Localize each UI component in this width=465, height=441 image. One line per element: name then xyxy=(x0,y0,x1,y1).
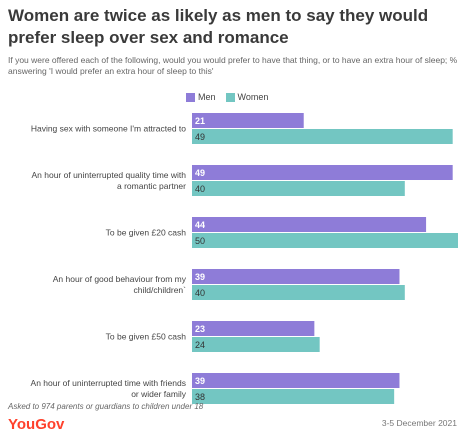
bar-women xyxy=(192,129,453,144)
bar-women xyxy=(192,181,405,196)
legend-label-men: Men xyxy=(198,92,216,102)
legend-item-men: Men xyxy=(186,92,216,102)
yougov-logo: YouGov xyxy=(8,416,65,433)
data-label-women: 24 xyxy=(195,340,205,350)
legend-item-women: Women xyxy=(225,92,269,102)
data-label-women: 50 xyxy=(195,236,205,246)
data-label-men: 23 xyxy=(195,324,205,334)
category-label: An hour of uninterrupted time with frien… xyxy=(31,378,187,399)
data-label-men: 39 xyxy=(195,272,205,282)
bar-women xyxy=(192,337,320,352)
bar-men xyxy=(192,269,400,284)
data-label-women: 40 xyxy=(195,288,205,298)
legend-swatch-women xyxy=(225,92,235,102)
bar-men xyxy=(192,113,304,128)
data-label-men: 44 xyxy=(195,220,205,230)
data-label-women: 40 xyxy=(195,184,205,194)
bar-women xyxy=(192,233,458,248)
chart-title: Women are twice as likely as men to say … xyxy=(8,6,429,47)
legend-label-women: Women xyxy=(237,92,269,102)
bar-men xyxy=(192,321,315,336)
data-label-men: 39 xyxy=(195,376,205,386)
footnote: Asked to 974 parents or guardians to chi… xyxy=(8,402,204,411)
category-label: Having sex with someone I'm attracted to xyxy=(31,124,186,134)
bar-men xyxy=(192,165,453,180)
legend-swatch-men xyxy=(186,92,195,102)
data-label-women: 49 xyxy=(195,132,205,142)
category-label: To be given £20 cash xyxy=(106,228,187,238)
bar-women xyxy=(192,389,395,404)
data-label-men: 21 xyxy=(195,116,205,126)
category-label: An hour of good behaviour from my child/c… xyxy=(53,274,187,295)
data-label-women: 38 xyxy=(195,392,205,402)
bar-men xyxy=(192,373,400,388)
data-label-men: 49 xyxy=(195,168,205,178)
chart-subtitle: If you were offered each of the followin… xyxy=(8,55,458,76)
bar-women xyxy=(192,285,405,300)
chart-legend: Men Women xyxy=(186,92,278,102)
category-label: To be given £50 cash xyxy=(106,332,187,342)
bar-men xyxy=(192,217,427,232)
survey-date: 3-5 December 2021 xyxy=(381,418,457,428)
category-label: An hour of uninterrupted quality time wi… xyxy=(31,170,186,191)
